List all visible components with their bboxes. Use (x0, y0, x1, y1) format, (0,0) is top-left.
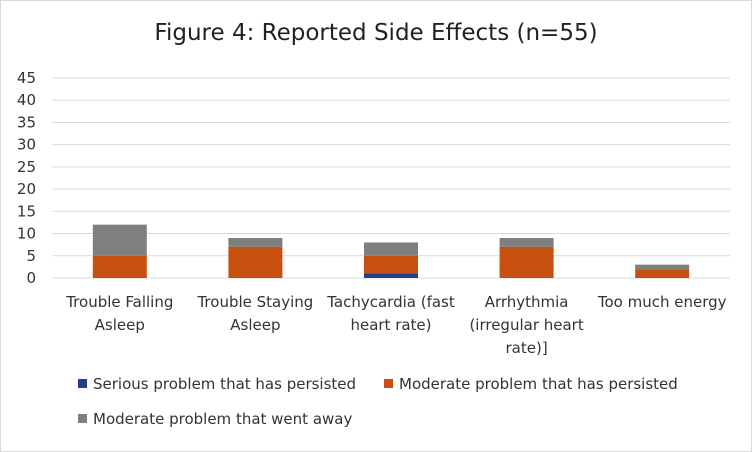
legend-label: Serious problem that has persisted (93, 375, 356, 393)
bar-segment (92, 255, 147, 278)
category-label: Trouble Falling (65, 293, 173, 311)
bar-segment (364, 273, 418, 278)
bar-segment (92, 224, 147, 256)
y-tick-label: 30 (17, 136, 36, 154)
bar-segment (364, 255, 418, 274)
legend: Serious problem that has persisted Modera… (78, 375, 678, 428)
category-label: Trouble Staying (196, 293, 313, 311)
y-axis-ticks: 0 5 10 15 20 25 30 35 40 45 (17, 69, 36, 287)
bar-segment (228, 246, 283, 278)
chart-title: Figure 4: Reported Side Effects (n=55) (154, 20, 598, 46)
y-tick-label: 20 (17, 180, 36, 198)
y-tick-label: 35 (17, 113, 36, 131)
y-tick-label: 45 (17, 69, 36, 87)
bar-segment (364, 242, 418, 256)
bar-segment (635, 264, 690, 270)
y-tick-label: 15 (17, 202, 36, 220)
bar-segment (499, 238, 554, 247)
category-label: Asleep (95, 316, 145, 334)
legend-label: Moderate problem that went away (93, 410, 352, 428)
category-label: Tachycardia (fast (326, 293, 455, 311)
bar-segment (228, 238, 283, 247)
bar-segment (499, 246, 554, 278)
category-labels: Trouble Falling Asleep Trouble Staying Asle… (65, 293, 726, 357)
gridlines (52, 77, 730, 279)
legend-swatch (78, 379, 87, 388)
y-tick-label: 10 (17, 225, 36, 243)
y-tick-label: 0 (26, 269, 36, 287)
y-tick-label: 40 (17, 91, 36, 109)
legend-label: Moderate problem that has persisted (399, 375, 678, 393)
legend-swatch (384, 379, 393, 388)
y-tick-label: 25 (17, 158, 36, 176)
bar-segment (635, 269, 690, 278)
category-label: rate)] (506, 339, 548, 357)
legend-swatch (78, 414, 87, 423)
bars (92, 224, 690, 278)
category-label: Too much energy (597, 293, 727, 311)
category-label: Asleep (230, 316, 280, 334)
category-label: heart rate) (350, 316, 431, 334)
category-label: (irregular heart (469, 316, 583, 334)
category-label: Arrhythmia (485, 293, 569, 311)
y-tick-label: 5 (26, 247, 36, 265)
